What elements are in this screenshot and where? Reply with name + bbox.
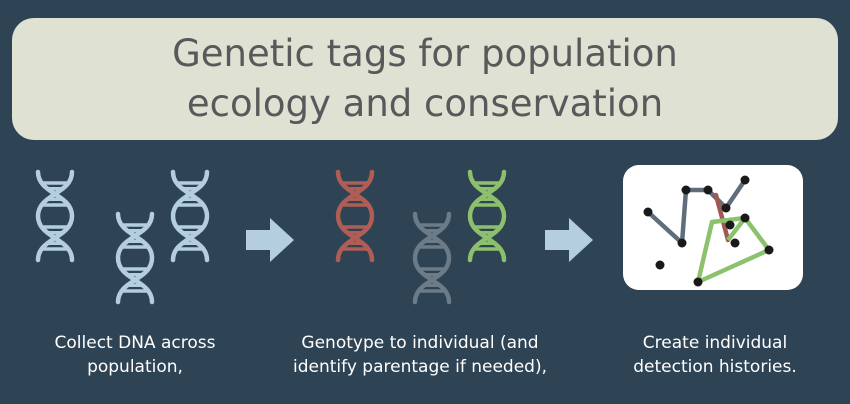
dna-helix-icon xyxy=(35,169,75,263)
dna-helix-icon xyxy=(412,211,452,305)
step-3-caption: Create individual detection histories. xyxy=(633,333,797,377)
right-arrow-icon xyxy=(246,218,294,262)
title-banner: Genetic tags for population ecology and … xyxy=(12,18,838,140)
step-1-caption: Collect DNA across population, xyxy=(54,333,216,377)
step-2-caption: Genotype to individual (and identify par… xyxy=(293,333,547,377)
page-title: Genetic tags for population ecology and … xyxy=(172,32,678,125)
right-arrow-icon xyxy=(545,218,593,262)
dna-helix-icon xyxy=(335,169,375,263)
dna-helix-icon xyxy=(467,169,507,263)
network-graph-icon xyxy=(643,175,774,287)
dna-helix-icon xyxy=(115,211,155,305)
dna-helix-icon xyxy=(170,169,210,263)
